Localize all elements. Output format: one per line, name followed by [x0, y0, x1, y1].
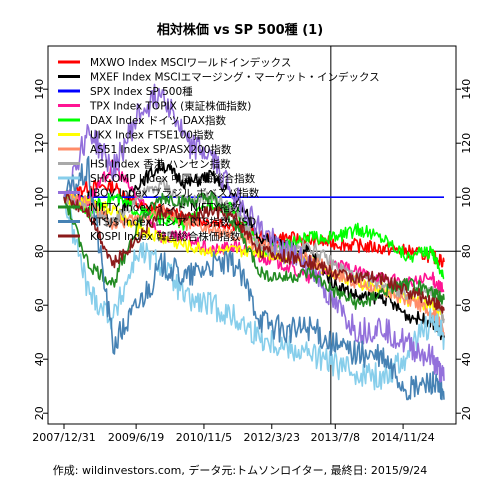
- x-tick-label-5: 2014/11/24: [371, 431, 434, 444]
- x-tick-label-3: 2012/3/23: [244, 431, 300, 444]
- y-tick-label-right-40: 40: [460, 352, 473, 366]
- left-y-axis: 20 40 60 80 100 120 140: [33, 79, 48, 420]
- series-line-9: [63, 83, 445, 387]
- y-tick-label-left-80: 80: [33, 244, 46, 258]
- legend-label-4: DAX Index ドイツ DAX指数: [90, 114, 226, 127]
- chart-footer: 作成: wildinvestors.com, データ元:トムソンロイター, 最終…: [53, 463, 427, 477]
- y-tick-label-right-20: 20: [460, 406, 473, 420]
- x-tick-label-2: 2010/11/5: [176, 431, 232, 444]
- legend-label-0: MXWO Index MSCIワールドインデックス: [90, 56, 291, 69]
- legend: MXWO Index MSCIワールドインデックス MXEF Index MSCI…: [58, 56, 380, 243]
- series-layer: [63, 83, 445, 401]
- y-tick-label-right-120: 120: [460, 133, 473, 154]
- series-line-1: [63, 160, 445, 341]
- legend-label-2: SPX Index SP 500種: [90, 85, 193, 98]
- series-line-0: [63, 179, 445, 268]
- x-tick-label-4: 2013/7/8: [311, 431, 360, 444]
- y-tick-label-right-100: 100: [460, 187, 473, 208]
- y-tick-label-right-140: 140: [460, 79, 473, 100]
- plot-frame: [47, 45, 457, 425]
- chart-title: 相対株価 vs SP 500種 (1): [157, 22, 323, 38]
- y-tick-label-left-40: 40: [33, 352, 46, 366]
- right-y-axis: 20 40 60 80 100 120 140: [456, 79, 473, 420]
- y-tick-label-right-80: 80: [460, 244, 473, 258]
- legend-label-10: NIFTY Index インド NIFTY指数: [90, 201, 241, 214]
- legend-label-8: SHCOMP Index 中国上海総合指数: [90, 172, 256, 185]
- legend-label-11: RTSI$ Index ロシア RTS指数 USD: [90, 216, 256, 229]
- x-axis: 2007/12/31 2009/6/19 2010/11/5 2012/3/23 201…: [32, 424, 435, 444]
- legend-label-3: TPX Index TOPIX (東証株価指数): [89, 100, 251, 113]
- series-line-10: [63, 190, 445, 310]
- y-tick-label-left-120: 120: [33, 133, 46, 154]
- x-tick-label-1: 2009/6/19: [108, 431, 164, 444]
- y-tick-label-left-140: 140: [33, 79, 46, 100]
- legend-label-6: AS51 Index SP/ASX200指数: [90, 143, 232, 156]
- y-tick-label-right-60: 60: [460, 298, 473, 312]
- legend-label-9: IBOV Index ブラジル ボベスパ指数: [90, 187, 260, 200]
- legend-label-1: MXEF Index MSCIエマージング・マーケット・インデックス: [90, 71, 380, 84]
- legend-label-12: KOSPI Index 韓国総合株価指数: [90, 230, 241, 243]
- y-tick-label-left-20: 20: [33, 406, 46, 420]
- y-tick-label-left-60: 60: [33, 298, 46, 312]
- series-line-12: [63, 193, 445, 314]
- legend-label-7: HSI Index 香港 ハンセン指数: [90, 158, 231, 171]
- legend-label-5: UKX Index FTSE100指数: [90, 129, 214, 142]
- series-line-11: [63, 155, 445, 401]
- y-tick-label-left-100: 100: [33, 187, 46, 208]
- series-line-8: [63, 196, 445, 391]
- x-tick-label-0: 2007/12/31: [32, 431, 95, 444]
